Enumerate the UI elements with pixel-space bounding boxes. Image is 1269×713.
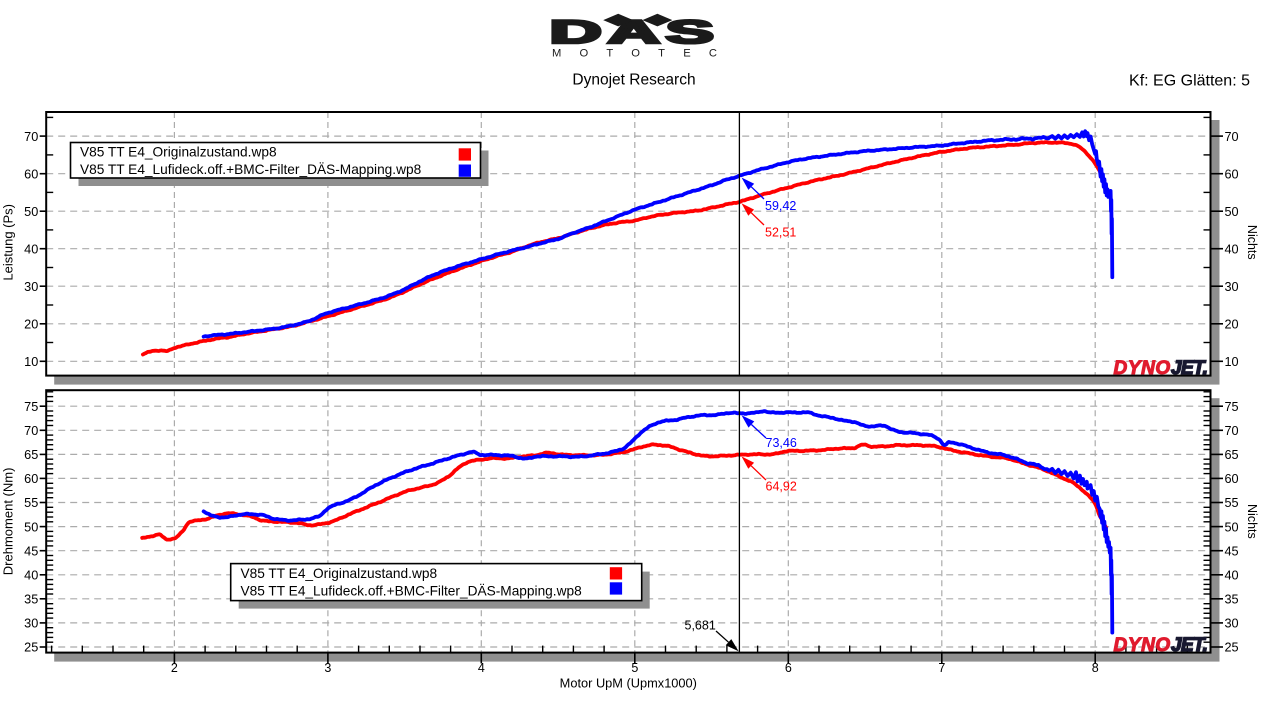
svg-text:75: 75: [24, 400, 38, 414]
svg-text:50: 50: [24, 205, 38, 219]
svg-text:60: 60: [24, 167, 38, 181]
svg-text:45: 45: [1225, 544, 1239, 558]
svg-text:20: 20: [1225, 318, 1239, 332]
svg-text:55: 55: [24, 496, 38, 510]
svg-text:10: 10: [1225, 355, 1239, 369]
svg-text:Dynojet Research: Dynojet Research: [572, 72, 695, 89]
svg-text:40: 40: [1225, 569, 1239, 583]
svg-text:59,42: 59,42: [765, 199, 796, 213]
svg-text:65: 65: [1225, 448, 1239, 462]
svg-text:35: 35: [1225, 593, 1239, 607]
svg-text:V85 TT E4_Originalzustand.wp8: V85 TT E4_Originalzustand.wp8: [80, 145, 277, 160]
svg-text:MOTOTEC: MOTOTEC: [552, 48, 735, 60]
svg-text:5,681: 5,681: [685, 618, 716, 632]
svg-text:JET.: JET.: [1171, 635, 1207, 656]
svg-text:4: 4: [478, 661, 485, 675]
svg-text:30: 30: [24, 617, 38, 631]
svg-text:DYNO: DYNO: [1114, 358, 1171, 379]
svg-text:6: 6: [785, 661, 792, 675]
svg-text:JET.: JET.: [1171, 358, 1207, 379]
svg-text:3: 3: [324, 661, 331, 675]
svg-text:Nichts: Nichts: [1245, 225, 1259, 260]
svg-text:70: 70: [24, 130, 38, 144]
svg-text:V85 TT E4_Lufideck.off.+BMC-Fi: V85 TT E4_Lufideck.off.+BMC-Filter_DÄS-M…: [80, 162, 422, 177]
svg-text:V85 TT E4_Lufideck.off.+BMC-Fi: V85 TT E4_Lufideck.off.+BMC-Filter_DÄS-M…: [241, 583, 583, 598]
svg-text:50: 50: [24, 520, 38, 534]
svg-text:60: 60: [1225, 167, 1239, 181]
svg-text:30: 30: [1225, 280, 1239, 294]
svg-text:DYNO: DYNO: [1114, 635, 1171, 656]
svg-text:60: 60: [24, 472, 38, 486]
svg-text:40: 40: [24, 242, 38, 256]
svg-text:5: 5: [631, 661, 638, 675]
svg-text:2: 2: [171, 661, 178, 675]
svg-text:V85 TT E4_Originalzustand.wp8: V85 TT E4_Originalzustand.wp8: [241, 566, 438, 581]
svg-text:Nichts: Nichts: [1245, 504, 1259, 539]
svg-text:50: 50: [1225, 520, 1239, 534]
svg-text:40: 40: [24, 569, 38, 583]
svg-text:30: 30: [24, 280, 38, 294]
svg-text:Motor UpM (Upmx1000): Motor UpM (Upmx1000): [560, 676, 697, 691]
svg-text:55: 55: [1225, 496, 1239, 510]
svg-text:60: 60: [1225, 472, 1239, 486]
svg-text:45: 45: [24, 544, 38, 558]
svg-text:64,92: 64,92: [766, 480, 797, 494]
svg-text:25: 25: [1225, 641, 1239, 655]
svg-text:7: 7: [938, 661, 945, 675]
svg-text:65: 65: [24, 448, 38, 462]
svg-text:35: 35: [24, 593, 38, 607]
svg-text:8: 8: [1092, 661, 1099, 675]
svg-text:40: 40: [1225, 242, 1239, 256]
svg-text:Kf: EG Glätten: 5: Kf: EG Glätten: 5: [1129, 73, 1250, 90]
svg-text:75: 75: [1225, 400, 1239, 414]
svg-text:73,46: 73,46: [766, 436, 797, 450]
svg-text:50: 50: [1225, 205, 1239, 219]
svg-text:25: 25: [24, 641, 38, 655]
svg-text:20: 20: [24, 318, 38, 332]
svg-text:70: 70: [24, 424, 38, 438]
svg-text:10: 10: [24, 355, 38, 369]
svg-text:DAS: DAS: [550, 14, 720, 50]
svg-text:70: 70: [1225, 130, 1239, 144]
svg-text:70: 70: [1225, 424, 1239, 438]
svg-text:Drehmoment (Nm): Drehmoment (Nm): [1, 468, 16, 576]
svg-text:Leistung (Ps): Leistung (Ps): [1, 204, 16, 281]
svg-text:52,51: 52,51: [765, 225, 796, 239]
svg-text:30: 30: [1225, 617, 1239, 631]
